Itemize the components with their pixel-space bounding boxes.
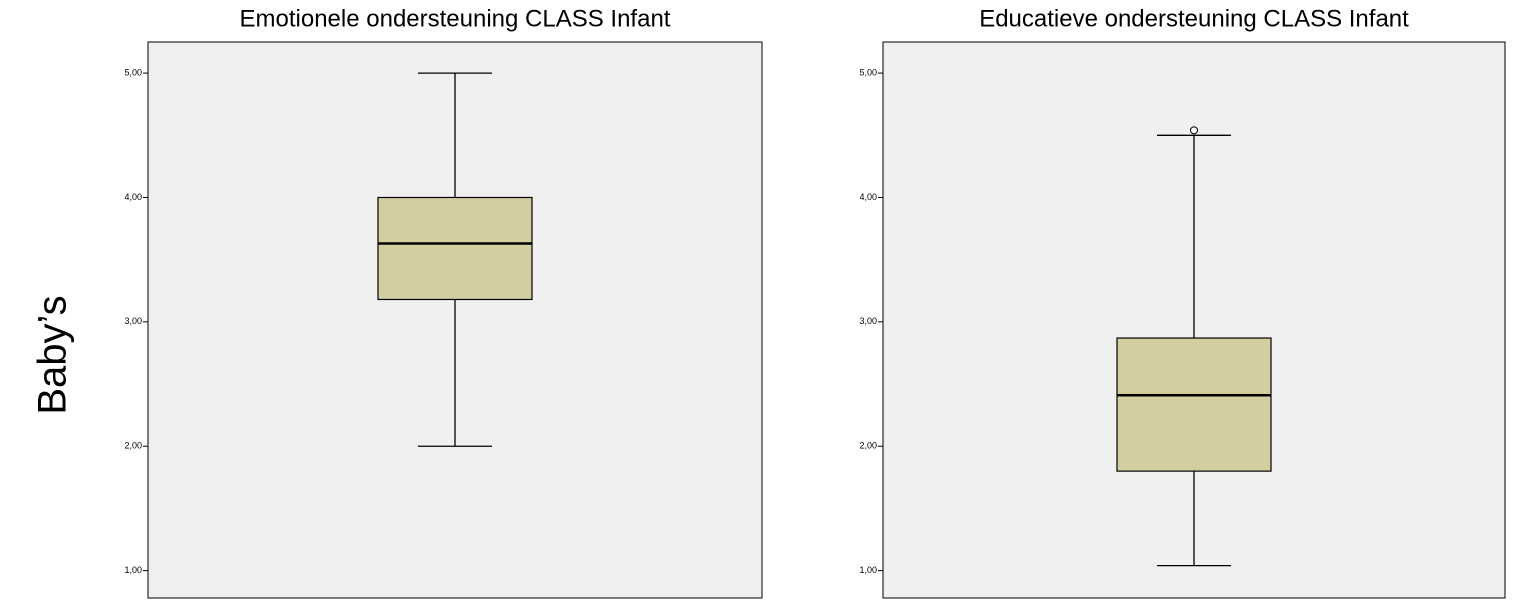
chart-title: Educatieve ondersteuning CLASS Infant bbox=[979, 5, 1409, 32]
y-tick-label: 2,00 bbox=[124, 441, 142, 451]
box bbox=[377, 196, 533, 301]
row-label: Baby’s bbox=[31, 295, 75, 414]
box bbox=[1116, 337, 1272, 472]
chart-title: Emotionele ondersteuning CLASS Infant bbox=[240, 5, 671, 32]
y-tick-label: 3,00 bbox=[124, 316, 142, 326]
y-tick-label: 1,00 bbox=[859, 565, 877, 575]
y-tick-label: 4,00 bbox=[859, 192, 877, 202]
y-tick-label: 1,00 bbox=[124, 565, 142, 575]
y-tick-label: 3,00 bbox=[859, 316, 877, 326]
y-tick-label: 2,00 bbox=[859, 441, 877, 451]
y-tick-label: 4,00 bbox=[124, 192, 142, 202]
y-tick-label: 5,00 bbox=[859, 67, 877, 77]
y-tick-label: 5,00 bbox=[124, 67, 142, 77]
outlier bbox=[1190, 126, 1198, 135]
